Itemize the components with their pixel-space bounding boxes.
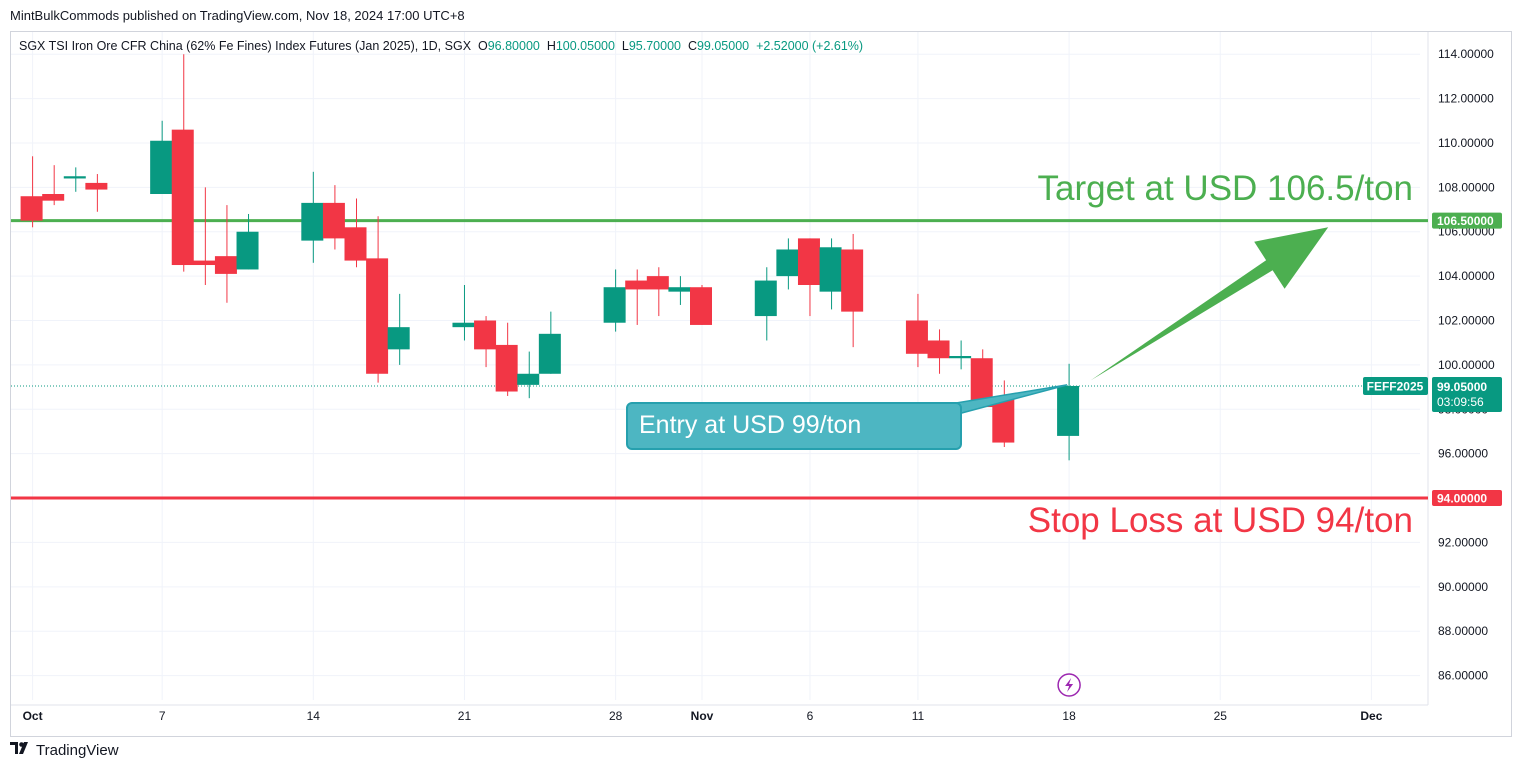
candle-body[interactable] bbox=[150, 140, 173, 195]
y-tick-label: 96.00000 bbox=[1438, 447, 1488, 461]
y-tick-label: 104.00000 bbox=[1438, 269, 1495, 283]
candle-body[interactable] bbox=[927, 340, 950, 359]
candle-body[interactable] bbox=[214, 256, 237, 274]
target-annotation: Target at USD 106.5/ton bbox=[1037, 169, 1414, 208]
x-tick-label: Dec bbox=[1360, 709, 1382, 723]
x-tick-label: 14 bbox=[307, 709, 321, 723]
y-tick-label: 102.00000 bbox=[1438, 314, 1495, 328]
high-label: H bbox=[546, 39, 556, 53]
stop-price-tag-bg bbox=[1432, 490, 1502, 507]
x-tick-label: 11 bbox=[912, 709, 925, 723]
candle-body[interactable] bbox=[819, 247, 842, 292]
candle-body[interactable] bbox=[841, 249, 864, 312]
countdown-label: 03:09:56 bbox=[1437, 395, 1484, 409]
candle-body[interactable] bbox=[668, 287, 691, 292]
candle-body[interactable] bbox=[797, 238, 820, 285]
x-tick-label: Oct bbox=[23, 709, 43, 723]
x-tick-label: 28 bbox=[609, 709, 623, 723]
candle-body[interactable] bbox=[452, 322, 475, 328]
candle-body[interactable] bbox=[625, 280, 648, 290]
y-tick-label: 114.00000 bbox=[1438, 47, 1494, 61]
stop-price-tag-label: 94.00000 bbox=[1437, 492, 1487, 506]
y-tick-label: 110.00000 bbox=[1438, 136, 1494, 150]
last-price-tag-label: 99.05000 bbox=[1437, 380, 1487, 394]
entry-callout-text: Entry at USD 99/ton bbox=[639, 411, 862, 439]
candle-body[interactable] bbox=[301, 202, 324, 241]
y-tick-label: 108.00000 bbox=[1438, 180, 1495, 194]
candle-body[interactable] bbox=[322, 202, 345, 239]
last-price-tag-bg bbox=[1432, 376, 1502, 412]
target-price-tag-label: 106.50000 bbox=[1437, 214, 1494, 228]
low-value: 95.70000 bbox=[628, 39, 681, 53]
ticker-tag-bg bbox=[1363, 376, 1428, 395]
tradingview-logo[interactable]: TradingView bbox=[10, 741, 119, 759]
candle-body[interactable] bbox=[690, 287, 712, 325]
candle-body[interactable] bbox=[366, 258, 389, 374]
candle-body[interactable] bbox=[63, 176, 86, 179]
x-tick-label: 7 bbox=[159, 709, 166, 723]
candle-body[interactable] bbox=[754, 280, 777, 317]
x-tick-label: 25 bbox=[1214, 709, 1228, 723]
candle-body[interactable] bbox=[474, 320, 497, 350]
candle-body[interactable] bbox=[646, 276, 669, 290]
lightning-icon-glyph bbox=[1065, 678, 1074, 692]
candle-body[interactable] bbox=[236, 231, 259, 270]
chart-frame bbox=[10, 31, 1512, 737]
publish-info: MintBulkCommods published on TradingView… bbox=[10, 8, 465, 23]
candle-body[interactable] bbox=[495, 344, 518, 392]
x-tick-label: Nov bbox=[691, 709, 714, 723]
x-tick-label: 6 bbox=[807, 709, 814, 723]
symbol-legend: SGX TSI Iron Ore CFR China (62% Fe Fines… bbox=[19, 39, 863, 53]
candle-body[interactable] bbox=[992, 398, 1015, 443]
high-value: 100.05000 bbox=[555, 39, 615, 53]
x-tick-label: 18 bbox=[1062, 709, 1076, 723]
ticker-tag-label: FEFF2025 bbox=[1367, 379, 1424, 393]
candle-body[interactable] bbox=[171, 129, 194, 266]
change-value: +2.52000 (+2.61%) bbox=[756, 39, 864, 53]
target-arrow bbox=[1090, 227, 1329, 381]
candle-body[interactable] bbox=[1057, 385, 1080, 436]
candle-body[interactable] bbox=[538, 333, 561, 374]
close-value: 99.05000 bbox=[696, 39, 750, 53]
y-tick-label: 86.00000 bbox=[1438, 669, 1488, 683]
tradingview-logo-icon bbox=[10, 741, 32, 759]
stop-loss-annotation: Stop Loss at USD 94/ton bbox=[1027, 501, 1413, 540]
close-label: C bbox=[687, 39, 697, 53]
y-tick-label: 90.00000 bbox=[1438, 580, 1488, 594]
open-value: 96.80000 bbox=[487, 39, 540, 53]
candle-body[interactable] bbox=[20, 196, 43, 221]
candle-body[interactable] bbox=[344, 227, 367, 261]
y-tick-label: 112.00000 bbox=[1438, 92, 1494, 106]
low-label: L bbox=[621, 39, 629, 53]
entry-callout: Entry at USD 99/ton bbox=[626, 402, 962, 450]
tradingview-brand: TradingView bbox=[36, 741, 119, 759]
candle-body[interactable] bbox=[970, 358, 993, 408]
symbol-title: SGX TSI Iron Ore CFR China (62% Fe Fines… bbox=[19, 39, 472, 53]
y-tick-label: 92.00000 bbox=[1438, 535, 1488, 549]
candle-body[interactable] bbox=[193, 260, 216, 266]
open-label: O bbox=[477, 39, 488, 53]
candle-body[interactable] bbox=[85, 182, 108, 190]
target-price-tag-bg bbox=[1432, 212, 1502, 229]
y-tick-label: 100.00000 bbox=[1438, 358, 1495, 372]
candle-body[interactable] bbox=[42, 194, 65, 201]
candle-body[interactable] bbox=[387, 327, 410, 350]
y-tick-label: 88.00000 bbox=[1438, 624, 1488, 638]
candle-body[interactable] bbox=[517, 373, 540, 385]
candle-body[interactable] bbox=[905, 320, 928, 354]
candle-body[interactable] bbox=[949, 356, 972, 359]
x-tick-label: 21 bbox=[458, 709, 472, 723]
candle-body[interactable] bbox=[776, 249, 799, 277]
candle-body[interactable] bbox=[603, 287, 626, 323]
